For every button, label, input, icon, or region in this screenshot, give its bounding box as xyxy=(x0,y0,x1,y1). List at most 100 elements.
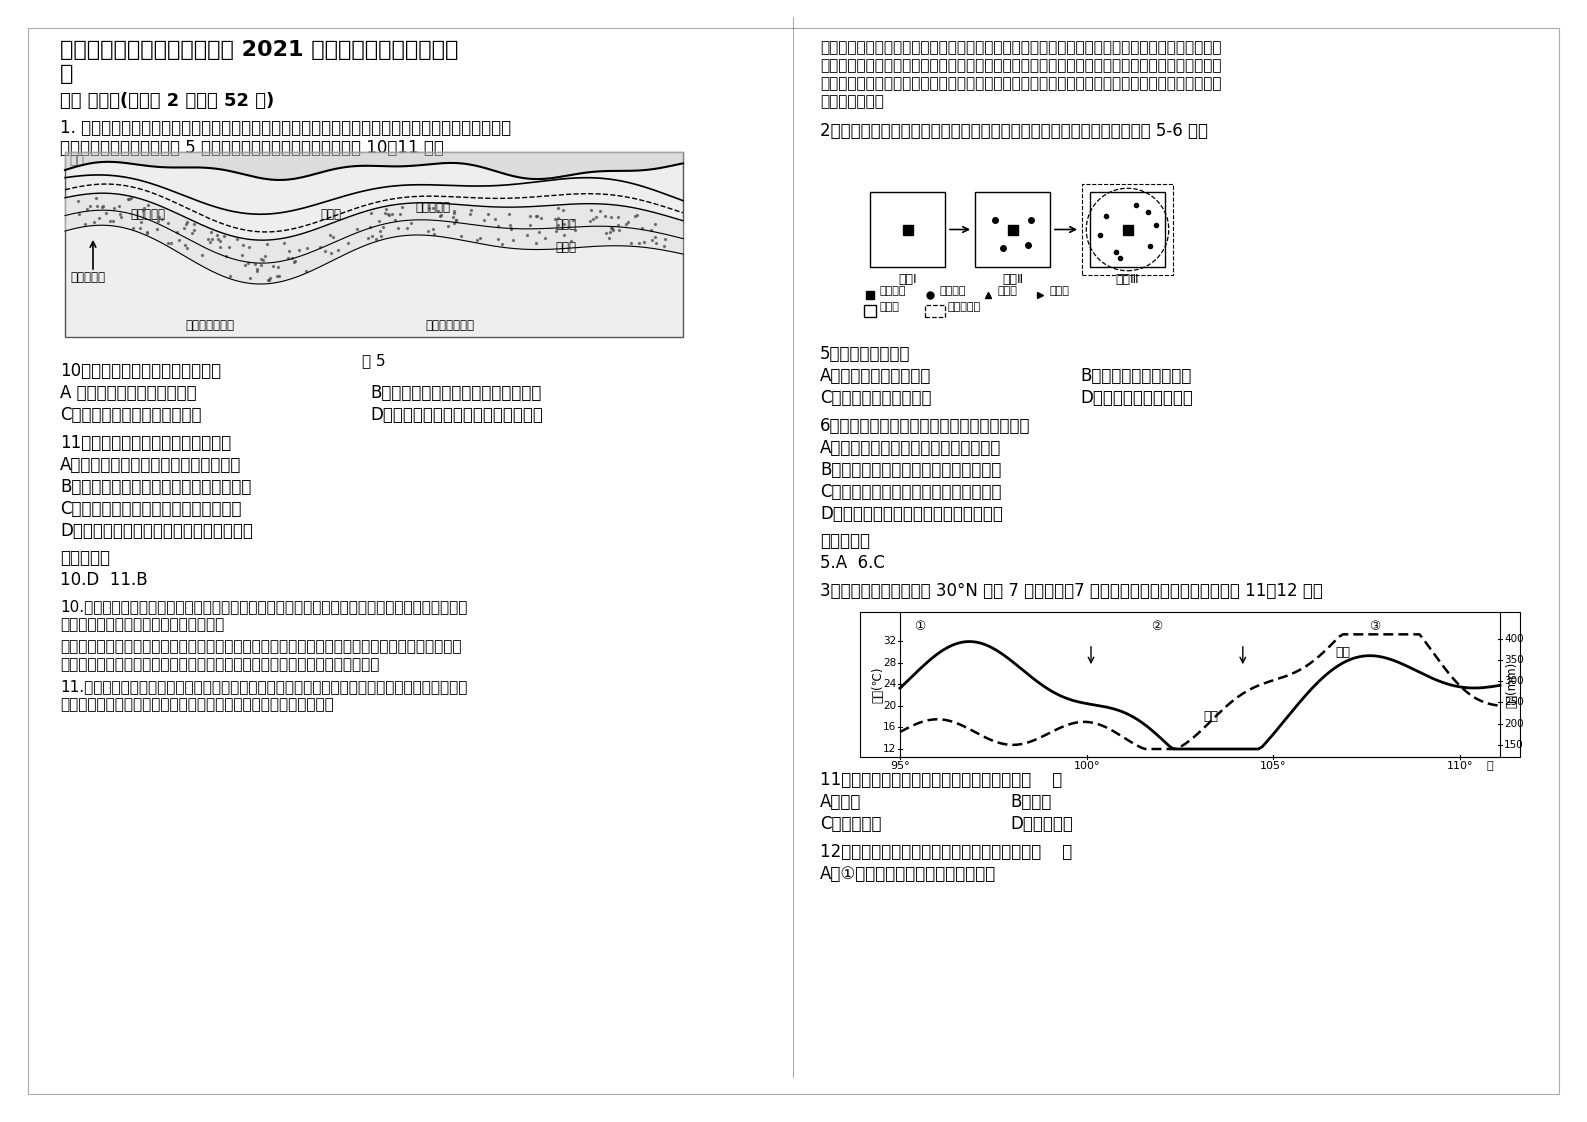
Point xyxy=(243,256,268,274)
Point xyxy=(189,247,214,265)
Point xyxy=(598,219,624,237)
Point xyxy=(443,211,468,229)
Point xyxy=(614,215,640,233)
Text: 参考答案：: 参考答案： xyxy=(820,532,870,550)
Point xyxy=(67,205,92,223)
Point xyxy=(211,227,236,245)
Point xyxy=(317,226,343,243)
Point xyxy=(146,208,171,226)
Point xyxy=(173,215,198,233)
Point xyxy=(598,220,624,238)
Point xyxy=(135,196,160,214)
Point xyxy=(375,205,400,223)
Point xyxy=(619,234,644,252)
Point xyxy=(144,220,170,238)
Point xyxy=(179,224,205,242)
Point xyxy=(94,204,119,222)
Point xyxy=(486,230,511,248)
Point xyxy=(325,241,351,259)
Point xyxy=(394,220,419,238)
Bar xyxy=(65,151,682,337)
Point xyxy=(379,205,405,223)
Text: 由材料可知页岩气是一种以游离或吸附状态埋藏于致密的页岩层或泥岩层中，可知大量开采使用不会: 由材料可知页岩气是一种以游离或吸附状态埋藏于致密的页岩层或泥岩层中，可知大量开采… xyxy=(820,40,1222,55)
Point xyxy=(528,209,554,227)
Text: 降水: 降水 xyxy=(1335,646,1351,659)
Text: B．集中布局的效益最高: B．集中布局的效益最高 xyxy=(1081,367,1192,385)
Point xyxy=(335,234,360,252)
Point xyxy=(252,247,278,265)
Text: 10.D  11.B: 10.D 11.B xyxy=(60,571,148,589)
Text: ②: ② xyxy=(1152,620,1163,633)
Text: 用所学知识分析、解决地理问题的能力。: 用所学知识分析、解决地理问题的能力。 xyxy=(60,617,224,632)
Point xyxy=(75,200,100,218)
Text: 扩散力: 扩散力 xyxy=(1051,286,1070,296)
Point xyxy=(233,256,259,274)
Point xyxy=(643,228,668,246)
Point xyxy=(524,206,549,224)
Point xyxy=(443,211,468,229)
Point xyxy=(149,210,175,228)
Text: 250: 250 xyxy=(1504,697,1524,707)
Point xyxy=(482,211,508,229)
Point xyxy=(282,252,308,270)
Text: B．地形: B．地形 xyxy=(1009,793,1051,811)
Point xyxy=(363,230,389,248)
Point xyxy=(167,231,192,249)
Text: 导致地面沉降等问题；页岩气属于传统的化石燃料，而非新能源，燃烧亦会产生二氧化碳，不会降低: 导致地面沉降等问题；页岩气属于传统的化石燃料，而非新能源，燃烧亦会产生二氧化碳，… xyxy=(820,58,1222,73)
Point xyxy=(133,223,159,241)
Point xyxy=(254,234,279,252)
Point xyxy=(368,222,394,240)
Point xyxy=(594,206,619,224)
Point xyxy=(65,192,90,210)
Point xyxy=(313,242,338,260)
Text: C．大气环流: C．大气环流 xyxy=(820,815,881,833)
Point xyxy=(159,234,184,252)
Point xyxy=(630,233,655,251)
Point xyxy=(524,208,549,226)
Point xyxy=(597,229,622,247)
Point xyxy=(551,227,576,245)
Point xyxy=(216,238,241,256)
Point xyxy=(498,220,524,238)
Point xyxy=(441,213,467,231)
Text: A．①区域海拔较低，交通运输较发达: A．①区域海拔较低，交通运输较发达 xyxy=(820,865,997,883)
Point xyxy=(551,201,576,219)
Point xyxy=(357,218,382,236)
Text: D．布局主要受原料影响: D．布局主要受原料影响 xyxy=(1081,389,1193,407)
Point xyxy=(127,219,152,237)
Point xyxy=(489,234,514,252)
Point xyxy=(441,204,467,222)
Point xyxy=(321,228,346,246)
Point xyxy=(78,197,103,215)
Point xyxy=(640,231,665,249)
Point xyxy=(317,243,343,261)
Point xyxy=(213,247,238,265)
Point xyxy=(543,222,568,240)
Point xyxy=(606,221,632,239)
Text: A．将吸引大量劳动力向北京市城区集聚: A．将吸引大量劳动力向北京市城区集聚 xyxy=(820,439,1001,457)
Text: 析: 析 xyxy=(60,64,73,84)
Point xyxy=(652,237,678,255)
Text: C．游离性更强，开采难度更小: C．游离性更强，开采难度更小 xyxy=(60,406,202,424)
Point xyxy=(244,260,270,278)
Point xyxy=(236,268,262,286)
Point xyxy=(116,191,141,209)
Text: 图中生气线可知），而非受到页岩油挤压；其游离性更强，使得开采难度更大。: 图中生气线可知），而非受到页岩油挤压；其游离性更强，使得开采难度更大。 xyxy=(60,657,379,672)
Point xyxy=(267,267,292,285)
Point xyxy=(276,249,302,267)
Text: 气温: 气温 xyxy=(1203,710,1219,723)
Point xyxy=(90,196,116,214)
Point xyxy=(398,214,424,232)
Point xyxy=(416,199,441,217)
Point xyxy=(230,237,256,255)
Text: 阶段Ⅰ: 阶段Ⅰ xyxy=(898,273,917,286)
Point xyxy=(584,209,609,227)
Text: 1. 页岩气是一种以游离或吸附状态埋藏于致密的页岩层或泥岩层中的非常规天然气，其开采主要采用: 1. 页岩气是一种以游离或吸附状态埋藏于致密的页岩层或泥岩层中的非常规天然气，其… xyxy=(60,119,511,137)
Bar xyxy=(974,192,1051,267)
Point xyxy=(384,219,409,237)
Point xyxy=(601,221,627,239)
Point xyxy=(594,224,619,242)
Point xyxy=(257,272,282,289)
Text: 95°: 95° xyxy=(890,761,909,771)
Point xyxy=(370,218,395,236)
